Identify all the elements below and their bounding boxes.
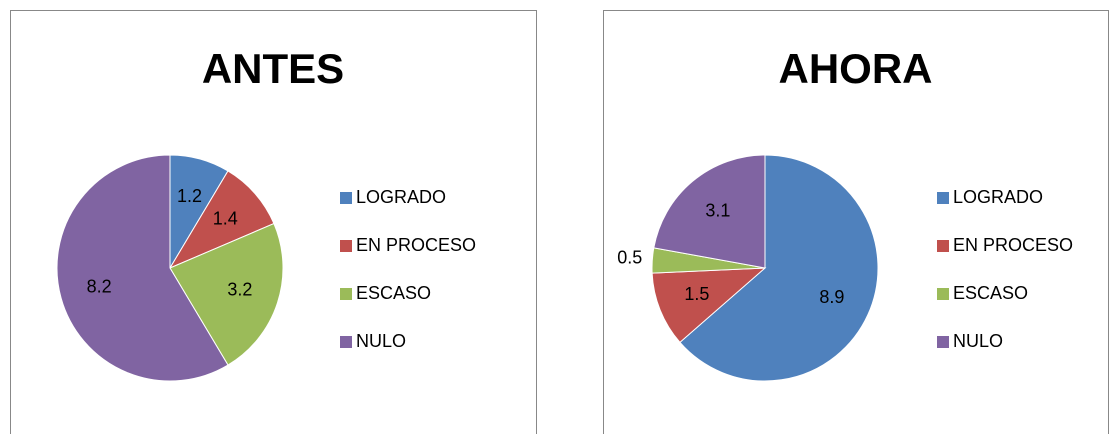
data-label: 1.4 [213,208,238,228]
data-label: 0.5 [617,248,642,268]
pie-slice [653,154,766,269]
chart-title: AHORA [779,45,933,92]
data-label: 8.9 [819,287,844,307]
legend-swatch [937,192,949,204]
legend-label: EN PROCESO [953,235,1073,255]
legend-swatch [340,336,352,348]
data-label: 3.1 [705,200,730,220]
legend-label: ESCASO [356,283,431,303]
legend-label: LOGRADO [953,187,1043,207]
legend-swatch [340,240,352,252]
pie-slice [168,170,275,270]
pie-slice [651,267,767,344]
pie-slice [679,154,879,382]
chart-title: ANTES [202,45,344,92]
legend-label: EN PROCESO [356,235,476,255]
legend-label: NULO [356,331,406,351]
legend-swatch [937,288,949,300]
chart: ANTES 1.2 1.4 3.2 8.2 LOGRADO EN PROCESO ESCASO… [10,10,537,434]
legend-swatch [340,288,352,300]
pie-slice [56,154,229,382]
legend-label: ESCASO [953,283,1028,303]
legend-label: NULO [953,331,1003,351]
data-label: 1.5 [684,284,709,304]
legend-swatch [340,192,352,204]
data-label: 8.2 [87,276,112,296]
legend-swatch [937,336,949,348]
legend-swatch [937,240,949,252]
chart: AHORA 8.9 1.5 0.5 3.1 LOGRADO EN PROCESO ESCASO… [603,10,1109,434]
data-label: 1.2 [177,186,202,206]
pie-slice [169,222,284,366]
data-label: 3.2 [227,279,252,299]
legend-label: LOGRADO [356,187,446,207]
